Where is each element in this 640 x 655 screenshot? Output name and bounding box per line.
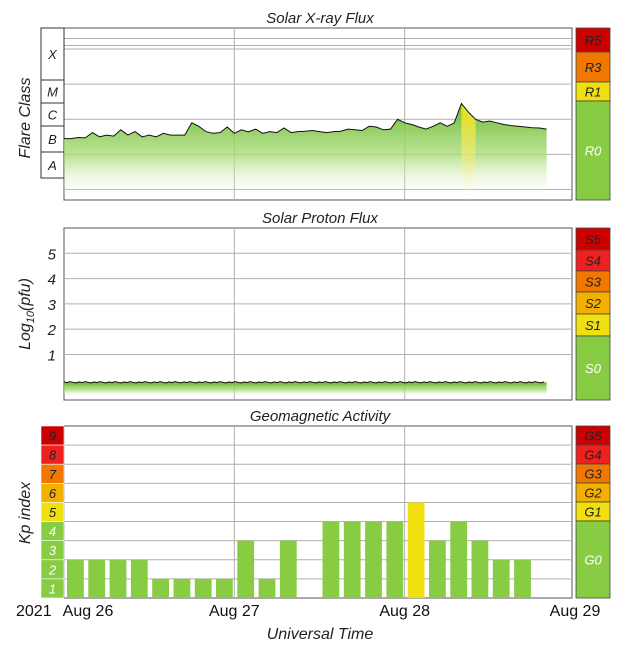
scale-label: G1: [584, 505, 601, 520]
xray-ylabel: Flare Class: [17, 78, 34, 159]
scale-label: R5: [585, 33, 602, 48]
kp-bar: [279, 540, 297, 598]
proton-tick-label: 5: [48, 246, 57, 263]
x-tick-label: Aug 26: [63, 603, 114, 620]
kp-level-label: 1: [49, 581, 56, 596]
scale-label: S0: [585, 361, 602, 376]
kp-bar: [386, 521, 404, 598]
kp-bar: [343, 521, 361, 598]
kp-bar: [109, 559, 127, 598]
x-axis-label: Universal Time: [267, 626, 374, 643]
flare-class-label: B: [48, 132, 57, 147]
kp-level-label: 5: [49, 505, 57, 520]
flare-class-label: M: [47, 85, 58, 100]
kp-bars: [67, 502, 531, 598]
x-tick-label: Aug 27: [209, 603, 260, 620]
kp-level-box: [40, 578, 65, 599]
scale-label: G3: [584, 467, 602, 482]
kp-bar: [258, 578, 276, 598]
scale-box: [575, 520, 611, 599]
kp-bar: [429, 540, 446, 598]
proton-title: Solar Proton Flux: [262, 210, 378, 227]
kp-bar: [492, 559, 510, 598]
scale-label: G2: [584, 486, 602, 501]
kp-bar: [130, 559, 148, 598]
proton-plot-area: [63, 227, 573, 401]
kp-bar: [450, 521, 468, 598]
proton-tick-label: 2: [47, 322, 57, 339]
xray-flux-fill-m-class: [461, 103, 476, 200]
xray-title: Solar X-ray Flux: [266, 10, 374, 27]
xray-flux-fill: [64, 103, 547, 200]
kp-level-label: 9: [49, 429, 56, 444]
flare-class-label: A: [47, 158, 57, 173]
scale-label: R3: [585, 60, 602, 75]
kp-level-label: 7: [49, 467, 57, 482]
kp-bar: [471, 540, 489, 598]
scale-label: S1: [585, 318, 601, 333]
kp-bar: [514, 559, 531, 598]
flare-class-label: X: [47, 47, 58, 62]
scale-label: S2: [585, 296, 602, 311]
kp-bar: [365, 521, 382, 598]
kp-level-column: 9 8 7 6 5 4 3 2 1: [40, 425, 65, 599]
proton-y-ticks: 5 4 3 2 1: [47, 246, 57, 364]
xray-flux-line: [64, 102, 547, 140]
x-tick-label: Aug 28: [379, 603, 430, 620]
geomag-title: Geomagnetic Activity: [250, 408, 392, 425]
kp-level-label: 4: [49, 524, 56, 539]
proton-flux-line: [63, 381, 545, 384]
flare-class-label: C: [48, 108, 58, 123]
scale-label: G4: [584, 448, 601, 463]
proton-tick-label: 1: [48, 347, 56, 364]
kp-bar: [322, 521, 340, 598]
kp-bar: [173, 578, 191, 598]
kp-bar: [194, 578, 212, 598]
geomag-ylabel: Kp index: [17, 481, 34, 544]
scale-label: S3: [585, 275, 602, 290]
scale-box: [575, 100, 611, 201]
proton-gridlines: [64, 228, 572, 400]
kp-level-label: 8: [49, 448, 57, 463]
kp-level-label: 3: [49, 543, 57, 558]
proton-flux-series: [63, 381, 547, 397]
kp-level-label: 6: [49, 486, 57, 501]
scale-box: [575, 51, 611, 83]
proton-ylabel: Log10(pfu): [17, 278, 37, 350]
kp-bar: [407, 502, 425, 598]
scale-label: G5: [584, 429, 602, 444]
x-axis-year: 2021: [16, 603, 52, 620]
scale-label: G0: [584, 553, 602, 568]
xray-radio-blackout-scale: R5 R3 R1 R0: [575, 27, 611, 201]
proton-radiation-storm-scale: S5 S4 S3 S2 S1 S0: [575, 227, 611, 401]
scale-label: R0: [585, 144, 602, 159]
scale-box: [575, 27, 611, 53]
scale-label: R1: [585, 85, 602, 100]
xray-flux-series: [64, 102, 547, 200]
kp-bar: [67, 559, 84, 598]
kp-bar: [152, 578, 169, 598]
proton-tick-label: 3: [48, 297, 57, 314]
kp-bar: [88, 559, 106, 598]
scale-label: S4: [585, 254, 601, 269]
scale-label: S5: [585, 232, 602, 247]
scale-box: [575, 335, 611, 401]
proton-flux-fill: [64, 382, 547, 397]
kp-bar: [237, 540, 255, 598]
kp-level-label: 2: [48, 562, 57, 577]
kp-bar: [216, 578, 233, 598]
geomagnetic-storm-scale: G5 G4 G3 G2 G1 G0: [575, 425, 611, 599]
x-axis-ticks: Aug 26 Aug 27 Aug 28 Aug 29: [63, 603, 601, 620]
proton-tick-label: 4: [48, 272, 56, 289]
x-tick-label: Aug 29: [550, 603, 601, 620]
